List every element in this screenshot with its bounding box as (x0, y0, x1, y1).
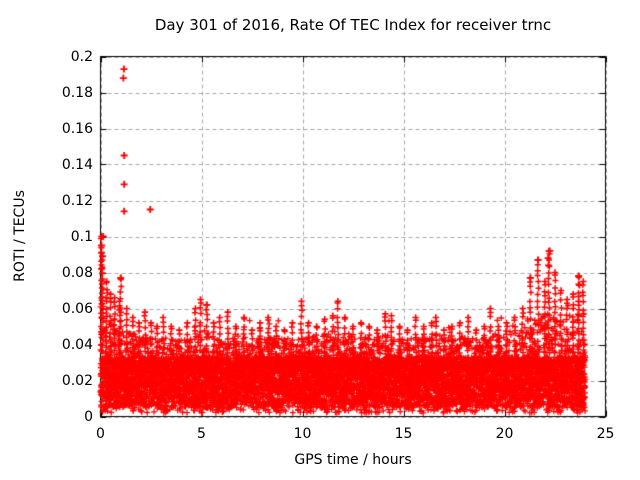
y-axis-label: ROTI / TECUs (12, 190, 28, 282)
x-tick-label: 25 (596, 426, 615, 442)
y-tick-label: 0.1 (70, 228, 93, 245)
y-tick-label: 0.2 (70, 48, 93, 65)
y-tick-label: 0.18 (61, 84, 93, 101)
y-tick-label: 0 (84, 408, 93, 425)
y-tick-label: 0.14 (61, 156, 93, 173)
x-tick-label: 0 (96, 426, 105, 442)
x-tick-label: 15 (394, 426, 413, 442)
x-tick-label: 5 (197, 426, 206, 442)
y-tick-label: 0.04 (61, 336, 93, 353)
y-tick-label: 0.06 (61, 300, 93, 317)
y-tick-label: 0.16 (61, 120, 93, 137)
y-tick-label: 0.12 (61, 192, 93, 209)
x-tick-label: 20 (495, 426, 514, 442)
y-tick-label: 0.02 (61, 372, 93, 389)
chart-title: Day 301 of 2016, Rate Of TEC Index for r… (154, 16, 552, 34)
x-axis-label: GPS time / hours (294, 452, 412, 468)
x-tick-label: 10 (293, 426, 312, 442)
y-tick-label: 0.08 (61, 264, 93, 281)
